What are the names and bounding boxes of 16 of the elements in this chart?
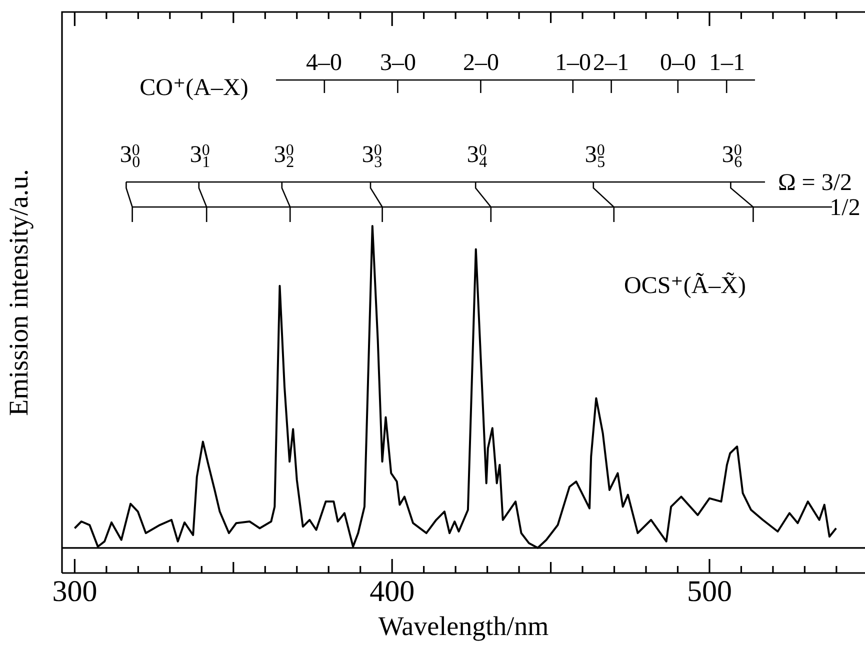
text: CO⁺(A–X): [140, 75, 248, 101]
x-tick-label: 300: [52, 574, 98, 608]
text: 2–1: [593, 50, 629, 76]
y-axis-title: Emission intensity/a.u.: [3, 169, 34, 416]
text: 1/2: [830, 195, 860, 221]
text: 3–0: [380, 50, 416, 76]
text: Ω = 3/2: [778, 170, 852, 196]
text: 2–0: [463, 50, 499, 76]
text: 1–1: [709, 50, 745, 76]
annotation: OCS⁺(Ã–X̃): [624, 271, 746, 299]
text: 1–0: [555, 50, 591, 76]
x-tick-label: 500: [686, 574, 732, 608]
text: 0–0: [660, 50, 696, 76]
x-tick-label: 400: [370, 574, 415, 608]
text: 4–0: [306, 50, 342, 76]
x-axis-title: Wavelength/nm: [378, 610, 549, 641]
